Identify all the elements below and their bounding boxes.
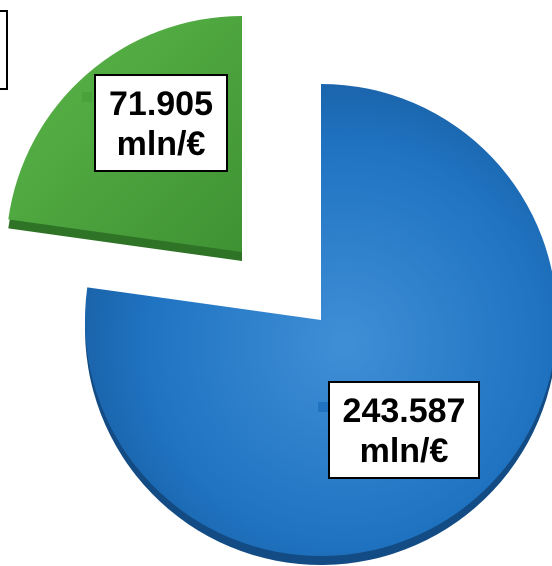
legend-box xyxy=(0,10,8,90)
slice-unit-green: mln/€ xyxy=(116,125,206,163)
legend-swatch-green xyxy=(82,92,92,102)
slice-value-green: 71.905 xyxy=(109,85,213,123)
slice-label-green: 71.905 mln/€ xyxy=(94,74,228,172)
slice-label-blue: 243.587 mln/€ xyxy=(328,381,480,479)
slice-unit-blue: mln/€ xyxy=(359,432,449,470)
slice-value-blue: 243.587 xyxy=(342,392,466,430)
legend-swatch-blue xyxy=(318,402,328,412)
